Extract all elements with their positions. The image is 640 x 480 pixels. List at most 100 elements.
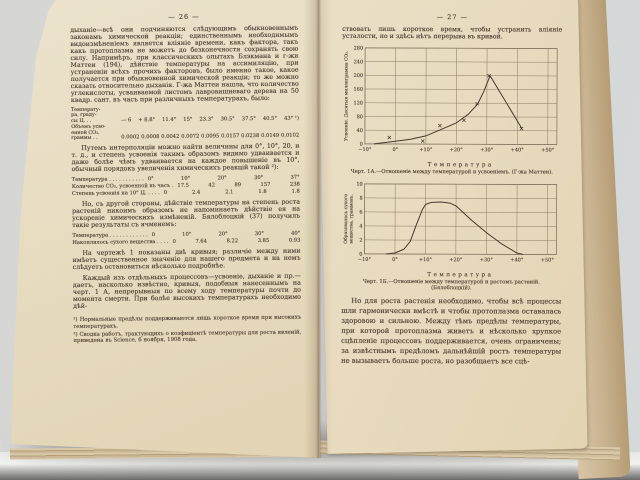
svg-text:+50°: +50° [541, 258, 555, 264]
table-cell: 42 [208, 182, 216, 189]
table-cell: 238 [289, 182, 300, 189]
paragraph: Но для роста растенія необходимо, чтобы … [341, 296, 562, 366]
chart-1b: 0 2 4 6 8 10 −10° 0° +10° +20° +30° +40° +50° Темпера… [342, 182, 558, 278]
chart-1a: 0 40 80 120 160 200 240 280 −10° 0° +10° +20° +30° +4… [343, 46, 558, 168]
table-cell: 2.1 [225, 189, 234, 196]
paragraph: дыханіе—всѣ они подчиняются слѣдующимъ о… [70, 24, 299, 104]
right-page-content: — 27 — ствовать лишь короткое время, что… [341, 13, 562, 371]
svg-text:280: 280 [354, 46, 364, 52]
table-row-label: Степень усвоенія на 10° Ц. . . . . [71, 190, 160, 198]
table-cell: 0.0002 [121, 134, 140, 141]
table-cell: 89 [234, 182, 242, 189]
page-number-right: — 27 — [436, 13, 469, 22]
svg-text:+40°: +40° [510, 257, 524, 263]
chart-1b-caption: Черт. 1Б.—Отношеніе между температурой и… [362, 278, 540, 292]
svg-text:+30°: +30° [480, 257, 494, 263]
table-cell: 20° [218, 231, 228, 238]
svg-text:+20°: +20° [449, 257, 463, 263]
table-cell: 10° [181, 176, 191, 183]
paragraph: Но, съ другой стороны, дѣйствіе температ… [72, 199, 301, 230]
table-row: Объемъ усво- енной CO₂, граммы . . 0.000… [71, 123, 299, 142]
svg-text:0: 0 [359, 252, 362, 258]
svg-text:2: 2 [359, 238, 362, 244]
svg-text:Температура: Температура [427, 272, 493, 278]
table-row-label: Температу- ра, граду- сы Ц. . . [70, 106, 101, 124]
svg-text:8: 8 [359, 196, 362, 202]
table-cell: — 6 [121, 117, 132, 124]
svg-text:+10°: +10° [419, 257, 433, 263]
table-cell: 37.5° [241, 116, 256, 123]
table-cell: 17.5 [177, 183, 189, 190]
table-cell: 15° [183, 116, 193, 124]
table-cell: 0.93 [288, 238, 301, 245]
table-cell: 0.0149 [261, 133, 280, 140]
paragraph: Путемъ интерполяціи можно найти величины… [71, 143, 300, 174]
svg-text:80: 80 [357, 114, 363, 120]
book-page-right: — 27 — ствовать лишь короткое время, что… [318, 0, 588, 454]
svg-text:4: 4 [359, 224, 362, 230]
table-cell: 1.8 [291, 189, 300, 196]
paragraph: ствовать лишь короткое время, чтобы устр… [342, 25, 563, 41]
svg-text:160: 160 [353, 87, 363, 93]
table-cell: 30.5° [220, 116, 235, 123]
data-table-interpolation: Температура . . . . . . . . . . . 0° 10° 2… [72, 175, 300, 197]
table-cell: 40° [291, 231, 301, 238]
table-cell: 2.4 [191, 190, 201, 197]
table-cell: 23.3° [199, 116, 214, 123]
footnote: ²) Сводка работъ, трактующихъ о коэфиціе… [73, 329, 302, 345]
footnotes: ¹) Нормальные предѣлы поддерживаются лиш… [73, 315, 301, 344]
svg-text:вещества, граммовъ.: вещества, граммовъ. [350, 193, 355, 243]
svg-text:Образовалось сухого: Образовалось сухого [342, 194, 349, 244]
table-cell: 37° [290, 175, 300, 182]
table-cell: 30° [254, 231, 265, 238]
svg-text:+10°: +10° [419, 147, 433, 153]
table-cell: 0 [163, 190, 168, 197]
table-row-label: Накоплялось сухого вещества . . . . [72, 239, 169, 247]
table-cell: 157 [260, 182, 271, 189]
svg-text:−10°: −10° [358, 257, 372, 263]
svg-text:0: 0 [360, 142, 363, 148]
table-cell: 40.5° [262, 116, 278, 123]
table-row: Температу- ра, граду- сы Ц. . . — 6 + 8.8… [71, 106, 299, 125]
svg-text:0°: 0° [392, 257, 398, 263]
table-cell: 0.0095 [201, 133, 220, 141]
table-row-label: Объемъ усво- енной CO₂, граммы . . [71, 123, 106, 142]
table-cell: 0.0008 [141, 134, 160, 141]
svg-text:+50°: +50° [541, 148, 555, 154]
data-table-assimilation: Температу- ра, граду- сы Ц. . . — 6 + 8.8… [71, 106, 299, 142]
svg-text:+30°: +30° [480, 147, 494, 153]
table-row-values: 0 2.4 2.1 1.8 1.8 [160, 189, 300, 196]
table-cell: 7.64 [195, 239, 208, 246]
table-row: Накоплялось сухого вещества . . . . 0 7.6… [72, 238, 300, 246]
svg-text:6: 6 [359, 210, 362, 216]
table-cell: 8.22 [226, 238, 239, 245]
table-cell: 30° [253, 175, 264, 182]
svg-text:120: 120 [353, 101, 363, 107]
svg-text:0°: 0° [392, 147, 398, 153]
table-cell: 0.0042 [161, 134, 180, 141]
svg-text:+20°: +20° [450, 147, 464, 153]
svg-text:200: 200 [354, 73, 364, 79]
table-cell: 0° [147, 176, 154, 183]
svg-text:10: 10 [356, 182, 362, 188]
svg-text:−10°: −10° [358, 147, 372, 153]
table-row: Степень усвоенія на 10° Ц. . . . . 0 2.4 2… [72, 189, 300, 197]
table-cell: 0.0102 [281, 133, 300, 140]
table-cell: 10° [182, 232, 192, 239]
svg-text:+40°: +40° [511, 147, 525, 153]
table-cell: 20° [217, 175, 227, 182]
table-cell: 11.4° [162, 117, 177, 124]
table-cell: 1.8 [258, 189, 267, 196]
footnote: ¹) Нормальные предѣлы поддерживаются лиш… [73, 315, 302, 330]
book-page-left: — 26 — дыханіе—всѣ они подчиняются слѣду… [11, 0, 320, 458]
table-cell: 0 [172, 239, 176, 246]
left-page-content: — 26 — дыханіе—всѣ они подчиняются слѣду… [70, 12, 301, 347]
table-cell: + 8.8° [138, 117, 156, 124]
table-row-values: 0 7.64 8.22 3.85 0.93 [169, 238, 301, 245]
data-table-barley: Температура . . . . . . . . . . . . 0 10°… [72, 231, 300, 246]
svg-text:240: 240 [354, 59, 364, 65]
table-cell: 0.0072 [181, 134, 200, 141]
paragraph: Каждый изъ отдѣльныхъ процессовъ—усвоені… [72, 273, 302, 311]
svg-text:Температура: Температура [428, 162, 494, 168]
